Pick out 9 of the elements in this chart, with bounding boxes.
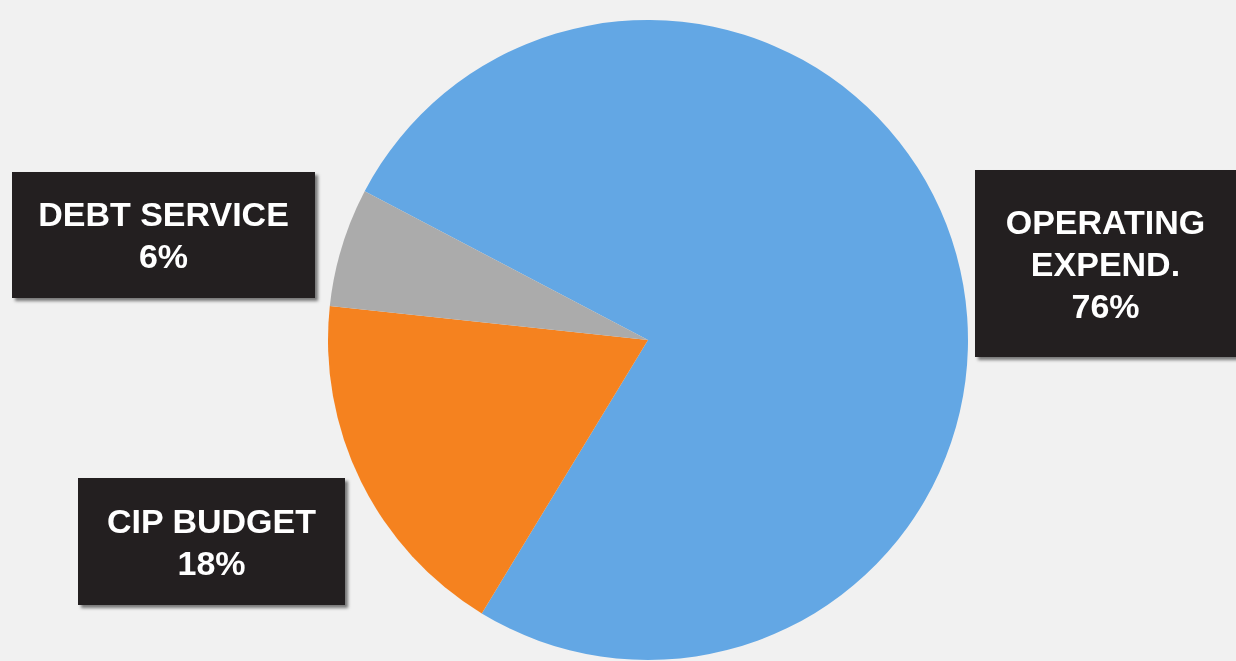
- slice-label: CIP BUDGET: [105, 500, 318, 542]
- pie-slice: [328, 306, 648, 614]
- pie-slice: [364, 20, 968, 660]
- data-label: 76%: [1070, 285, 1141, 327]
- pie-slice: [329, 191, 648, 340]
- data-label: 18%: [176, 542, 247, 584]
- slice-label: OPERATING EXPEND.: [1004, 201, 1207, 285]
- slice-label: DEBT SERVICE: [37, 194, 290, 235]
- data-label: 6%: [137, 236, 190, 277]
